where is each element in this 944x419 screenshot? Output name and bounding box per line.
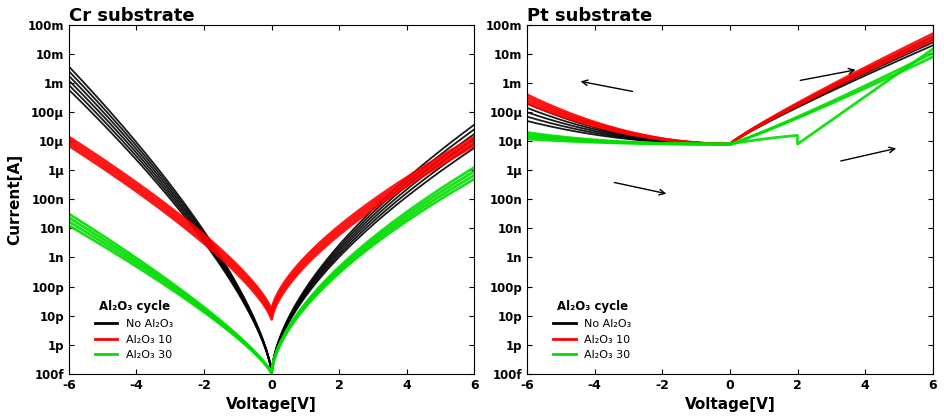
Y-axis label: Current[A]: Current[A] [7,154,22,245]
Legend: No Al₂O₃, Al₂O₃ 10, Al₂O₃ 30: No Al₂O₃, Al₂O₃ 10, Al₂O₃ 30 [91,296,177,365]
Text: Pt substrate: Pt substrate [527,7,652,25]
Text: Cr substrate: Cr substrate [69,7,194,25]
X-axis label: Voltage[V]: Voltage[V] [684,397,775,412]
Legend: No Al₂O₃, Al₂O₃ 10, Al₂O₃ 30: No Al₂O₃, Al₂O₃ 10, Al₂O₃ 30 [548,296,636,365]
X-axis label: Voltage[V]: Voltage[V] [227,397,317,412]
